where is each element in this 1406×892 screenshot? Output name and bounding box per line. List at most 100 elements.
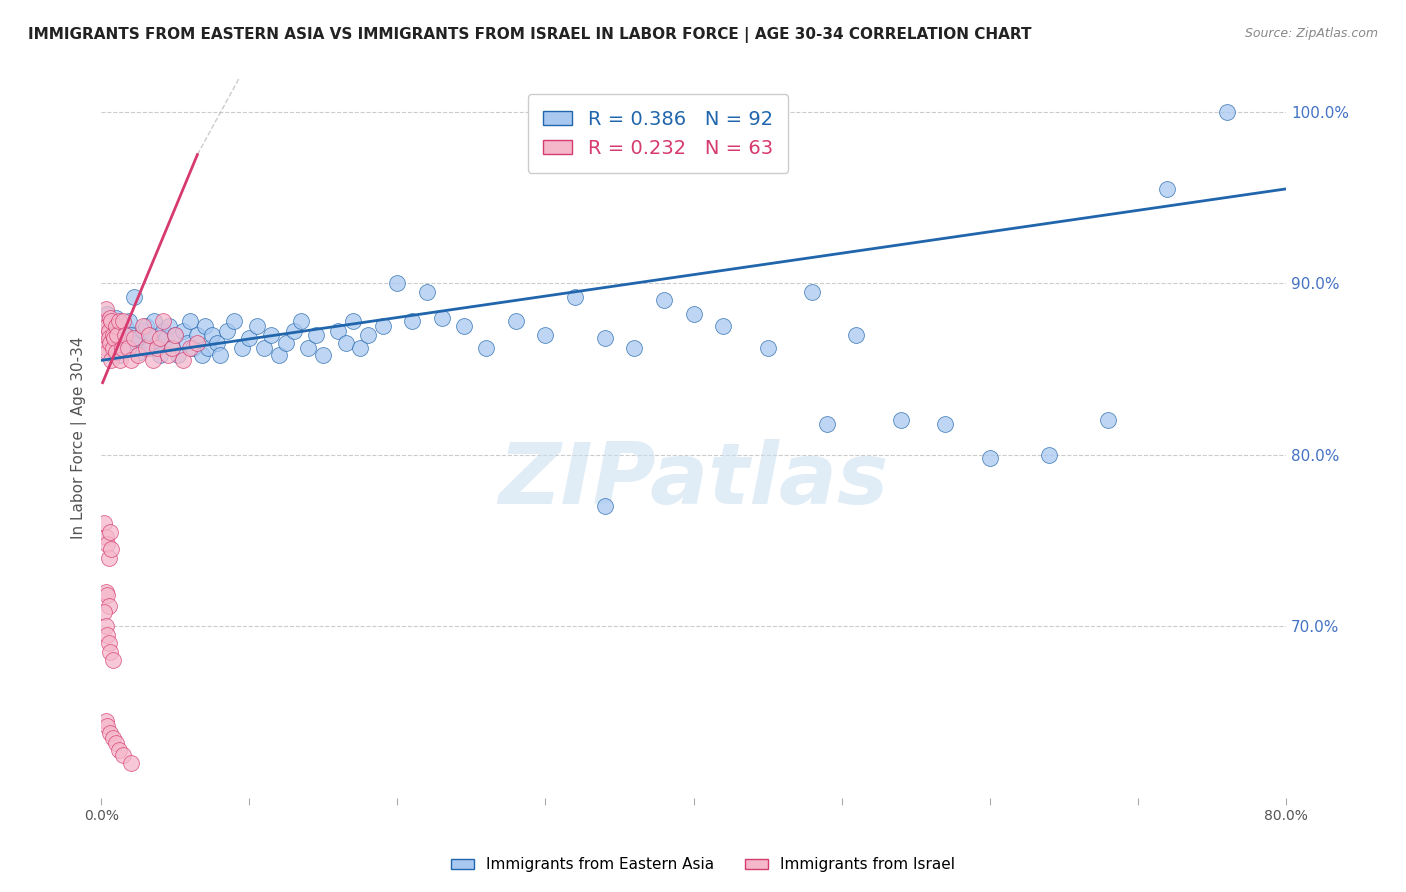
Point: [156, 348, 179, 362]
Point: [208, 348, 231, 362]
Point: [94, 714, 117, 728]
Point: [1215, 104, 1237, 119]
Point: [801, 285, 824, 299]
Point: [94, 314, 117, 328]
Point: [108, 318, 131, 332]
Point: [146, 336, 169, 351]
Point: [197, 342, 219, 356]
Point: [94, 301, 117, 316]
Point: [138, 327, 160, 342]
Point: [135, 319, 157, 334]
Point: [104, 310, 127, 325]
Point: [165, 327, 187, 342]
Point: [120, 327, 142, 342]
Point: [125, 336, 148, 351]
Legend: Immigrants from Eastern Asia, Immigrants from Israel: Immigrants from Eastern Asia, Immigrants…: [443, 849, 963, 880]
Point: [143, 314, 166, 328]
Point: [108, 314, 131, 328]
Point: [845, 327, 868, 342]
Point: [104, 736, 127, 750]
Point: [108, 742, 131, 756]
Point: [1038, 448, 1060, 462]
Point: [260, 327, 283, 342]
Point: [114, 319, 136, 334]
Point: [312, 348, 335, 362]
Point: [101, 327, 124, 342]
Point: [205, 336, 228, 351]
Point: [194, 319, 217, 334]
Point: [98, 310, 121, 325]
Point: [127, 348, 149, 362]
Point: [815, 417, 838, 431]
Point: [128, 344, 150, 359]
Point: [297, 342, 319, 356]
Point: [172, 353, 194, 368]
Point: [96, 307, 118, 321]
Point: [283, 324, 305, 338]
Point: [416, 285, 439, 299]
Point: [152, 324, 174, 338]
Point: [112, 747, 135, 762]
Point: [97, 599, 120, 613]
Point: [430, 310, 453, 325]
Point: [342, 314, 364, 328]
Point: [93, 314, 115, 328]
Point: [101, 653, 124, 667]
Point: [231, 342, 253, 356]
Point: [142, 353, 165, 368]
Point: [117, 342, 139, 356]
Point: [401, 314, 423, 328]
Point: [179, 342, 201, 356]
Point: [96, 537, 118, 551]
Point: [98, 524, 121, 539]
Point: [179, 314, 201, 328]
Point: [290, 314, 312, 328]
Point: [98, 645, 121, 659]
Point: [890, 413, 912, 427]
Point: [623, 342, 645, 356]
Point: [652, 293, 675, 308]
Point: [1097, 413, 1119, 427]
Point: [93, 327, 115, 342]
Text: ZIPatlas: ZIPatlas: [498, 439, 889, 523]
Point: [93, 606, 115, 620]
Point: [564, 290, 586, 304]
Point: [98, 725, 121, 739]
Point: [100, 541, 122, 556]
Point: [96, 588, 118, 602]
Point: [118, 314, 141, 328]
Point: [146, 342, 169, 356]
Point: [215, 324, 238, 338]
Point: [172, 324, 194, 338]
Point: [98, 331, 121, 345]
Point: [111, 342, 134, 356]
Point: [117, 342, 139, 356]
Point: [593, 499, 616, 513]
Text: Source: ZipAtlas.com: Source: ZipAtlas.com: [1244, 27, 1378, 40]
Point: [94, 585, 117, 599]
Point: [101, 731, 124, 745]
Point: [127, 331, 149, 345]
Point: [120, 353, 142, 368]
Point: [305, 327, 328, 342]
Point: [107, 336, 129, 351]
Point: [101, 348, 124, 362]
Point: [96, 319, 118, 334]
Point: [160, 342, 183, 356]
Point: [181, 342, 204, 356]
Point: [186, 336, 208, 351]
Point: [357, 327, 380, 342]
Point: [1156, 182, 1178, 196]
Point: [979, 451, 1001, 466]
Point: [141, 327, 163, 342]
Legend: R = 0.386   N = 92, R = 0.232   N = 63: R = 0.386 N = 92, R = 0.232 N = 63: [527, 95, 789, 173]
Point: [326, 324, 349, 338]
Point: [246, 319, 269, 334]
Point: [152, 314, 174, 328]
Point: [93, 516, 115, 531]
Point: [103, 331, 125, 345]
Point: [94, 342, 117, 356]
Point: [101, 342, 124, 356]
Point: [97, 324, 120, 338]
Point: [107, 327, 129, 342]
